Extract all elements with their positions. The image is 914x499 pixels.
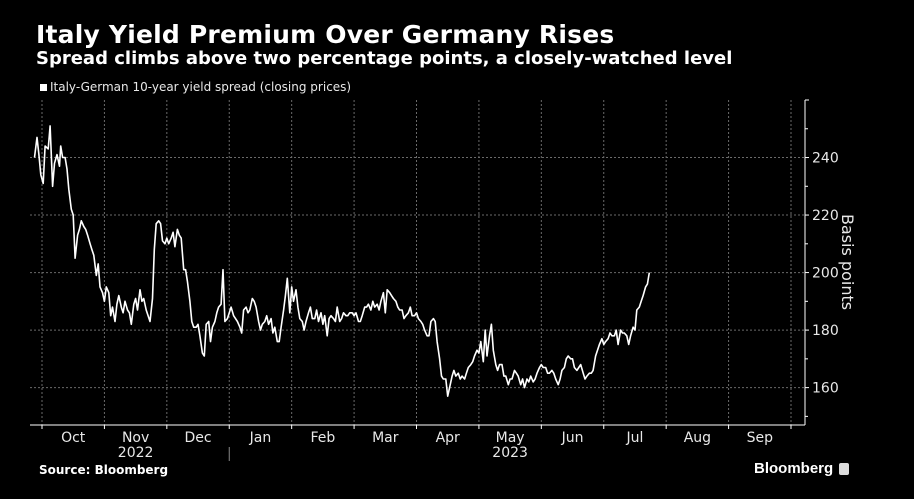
x-tick-label: Mar — [372, 430, 399, 446]
x-tick-label: Jun — [561, 430, 584, 446]
legend-swatch — [40, 83, 47, 91]
y-tick-label: 160 — [812, 381, 839, 397]
x-tick-label: Apr — [436, 430, 460, 446]
x-tick-label: Nov — [122, 430, 149, 446]
series-line — [33, 125, 651, 398]
x-year-label: 2022 — [118, 445, 154, 461]
brand-text: Bloomberg — [754, 460, 834, 477]
source-label: Source: Bloomberg — [39, 463, 169, 477]
x-tick-label: Jan — [249, 430, 272, 446]
x-tick-label: Jul — [626, 430, 644, 446]
y-tick-label: 220 — [812, 208, 839, 224]
series-layer — [33, 125, 651, 398]
x-tick-label: May — [496, 430, 525, 446]
legend: Italy-German 10-year yield spread (closi… — [40, 80, 351, 94]
y-tick-label: 240 — [812, 151, 839, 167]
legend-label: Italy-German 10-year yield spread (closi… — [50, 80, 352, 94]
y-tick-label: 180 — [812, 323, 839, 339]
chart-title: Italy Yield Premium Over Germany Rises — [36, 20, 615, 49]
chart-icon — [839, 462, 850, 475]
x-tick-label: Feb — [310, 430, 335, 446]
y-axis-title: Basis points — [838, 214, 857, 310]
axes: 160 180 200 220 240 Oct Nov Dec Jan Feb Mar Apr May J… — [30, 99, 839, 461]
bloomberg-logo: Bloomberg — [754, 460, 850, 477]
x-tick-label: Oct — [61, 430, 86, 446]
x-tick-label: Dec — [184, 430, 211, 446]
y-tick-label: 200 — [812, 266, 839, 282]
grid — [30, 100, 805, 425]
chart-subtitle: Spread climbs above two percentage point… — [36, 48, 733, 69]
x-tick-label: Sep — [747, 430, 774, 446]
x-year-label: 2023 — [492, 445, 528, 461]
x-tick-label: Aug — [684, 430, 711, 446]
